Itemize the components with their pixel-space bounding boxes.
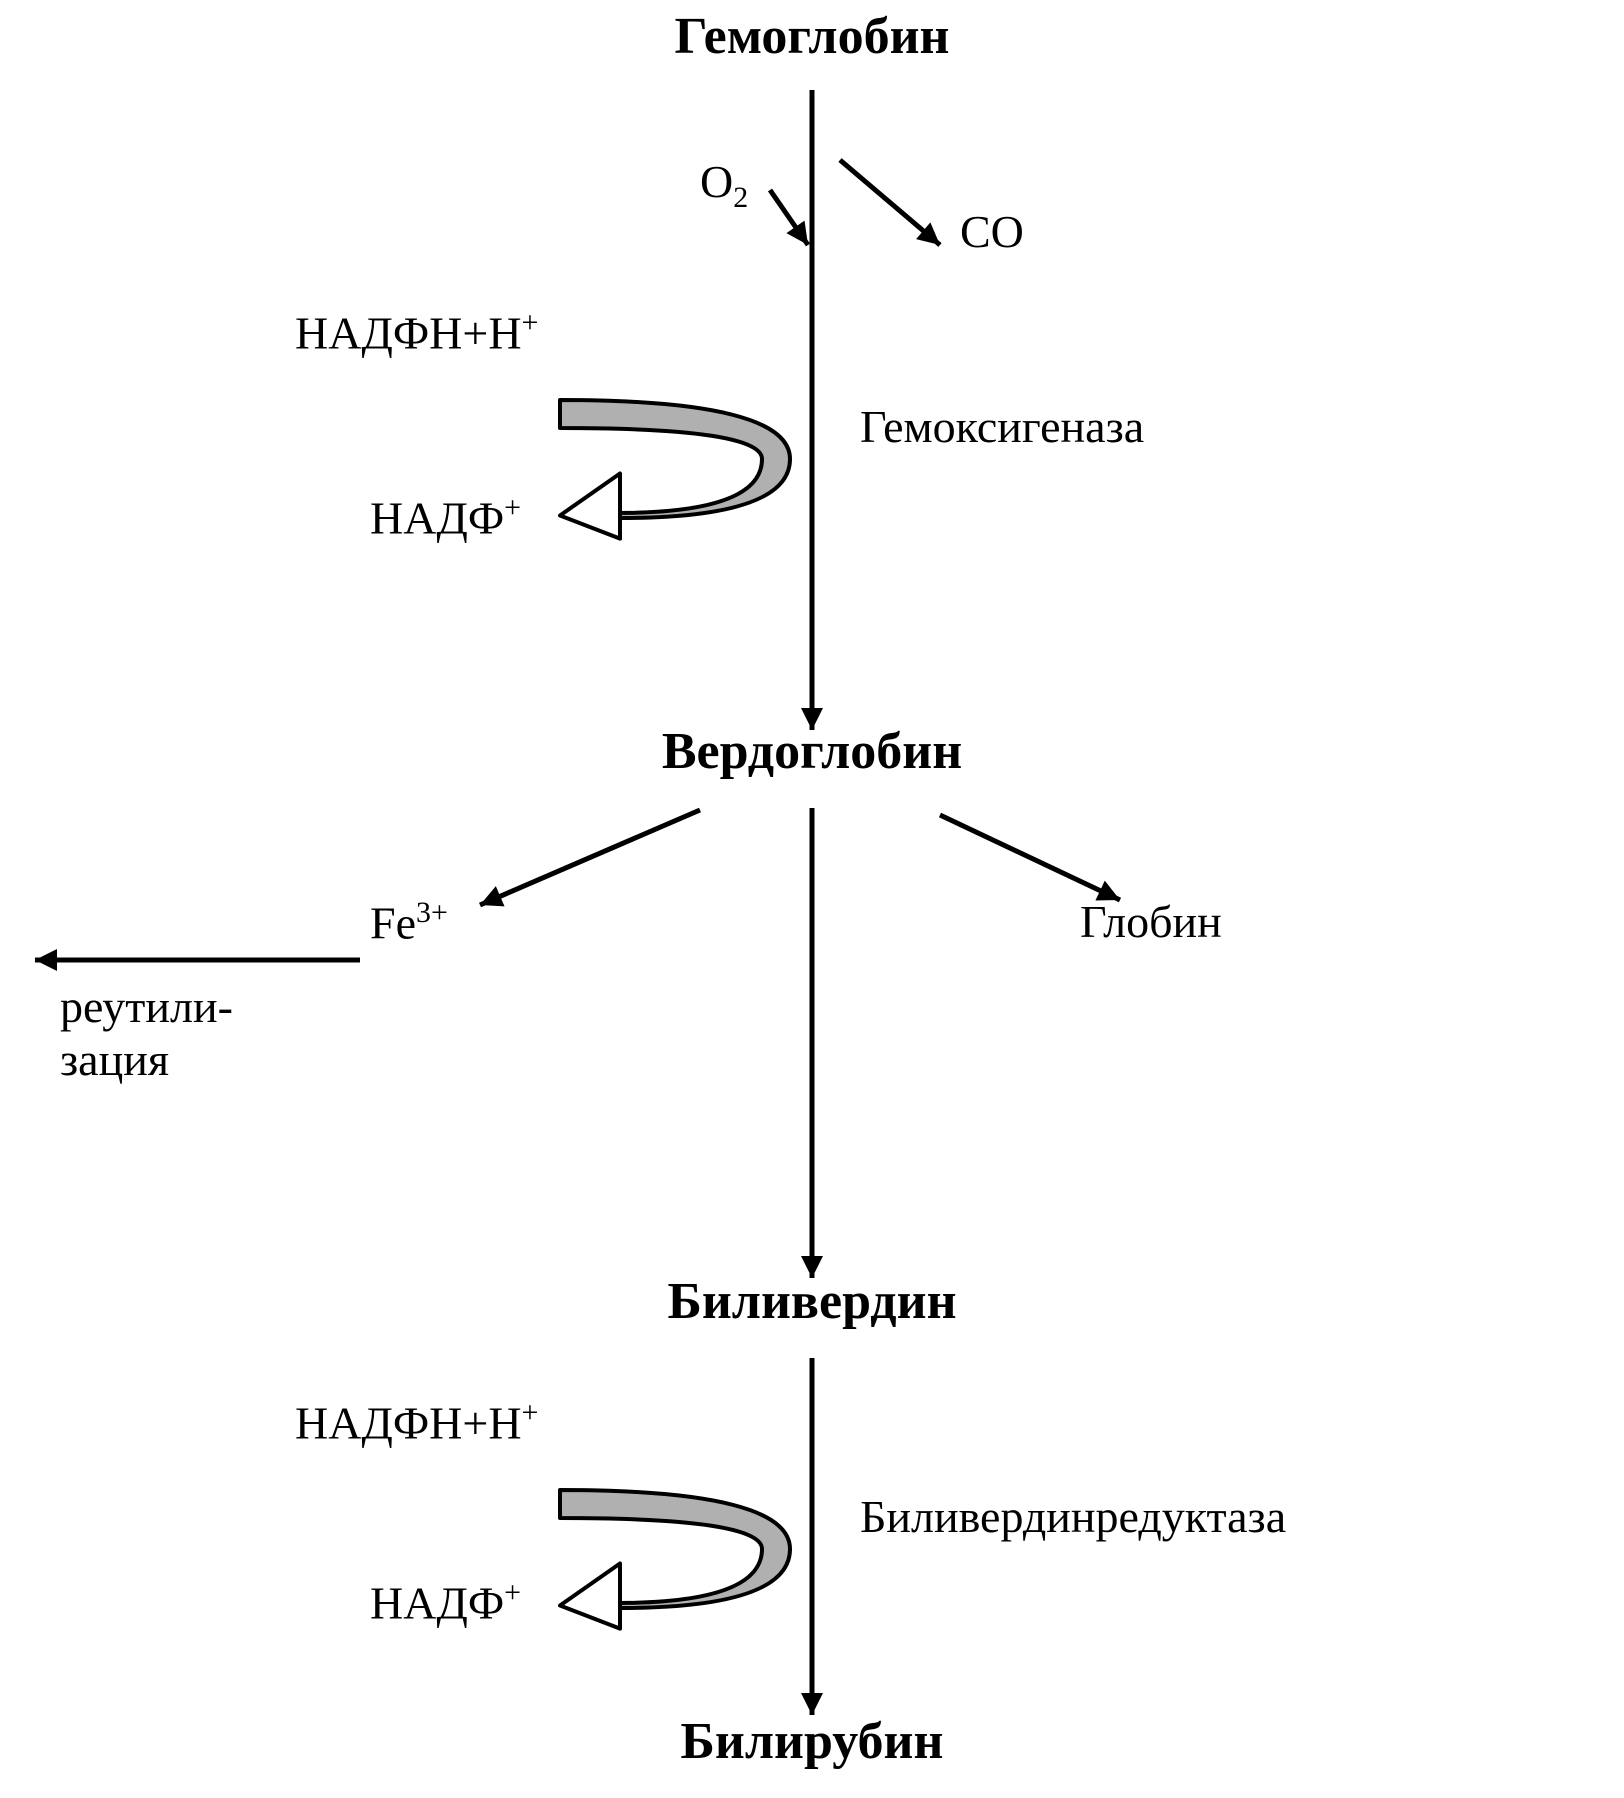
label-nadp1: НАДФ+: [370, 491, 521, 545]
main-arrow-a1: [801, 90, 823, 730]
label-globin: Глобин: [1080, 896, 1222, 949]
diagram-svg: [0, 0, 1624, 1798]
label-biliverdin: Биливердин: [667, 1276, 956, 1328]
cofactor-arrow-u2: [560, 1490, 790, 1629]
label-co: CO: [960, 206, 1024, 259]
label-nadphh1: НАДФН+Н+: [295, 306, 538, 360]
label-hemoxygenase: Гемоксигеназа: [860, 401, 1144, 454]
label-fe3: Fe3+: [370, 896, 448, 950]
label-verdoglobin: Вердоглобин: [662, 726, 962, 778]
label-nadphh2: НАДФН+Н+: [295, 1396, 538, 1450]
label-o2: O2: [700, 156, 748, 216]
label-nadp2: НАДФ+: [370, 1576, 521, 1630]
side-arrow-glob-out: [940, 815, 1120, 901]
main-arrow-a2: [801, 808, 823, 1278]
side-arrow-co-out: [840, 160, 940, 245]
side-arrow-fe-out: [480, 810, 700, 906]
main-arrow-a3: [801, 1358, 823, 1715]
diagram-stage: Гемоглобин Вердоглобин Биливердин Билирубин…: [0, 0, 1624, 1798]
label-reutil: реутили-зация: [60, 981, 233, 1087]
label-hemoglobin: Гемоглобин: [674, 11, 949, 63]
label-bilirubin: Билирубин: [681, 1716, 944, 1768]
side-arrow-o2-in: [770, 190, 808, 245]
cofactor-arrow-u1: [560, 400, 790, 539]
label-bvreductase: Биливердинредуктаза: [860, 1491, 1286, 1544]
side-arrow-reutil-out: [35, 949, 360, 971]
